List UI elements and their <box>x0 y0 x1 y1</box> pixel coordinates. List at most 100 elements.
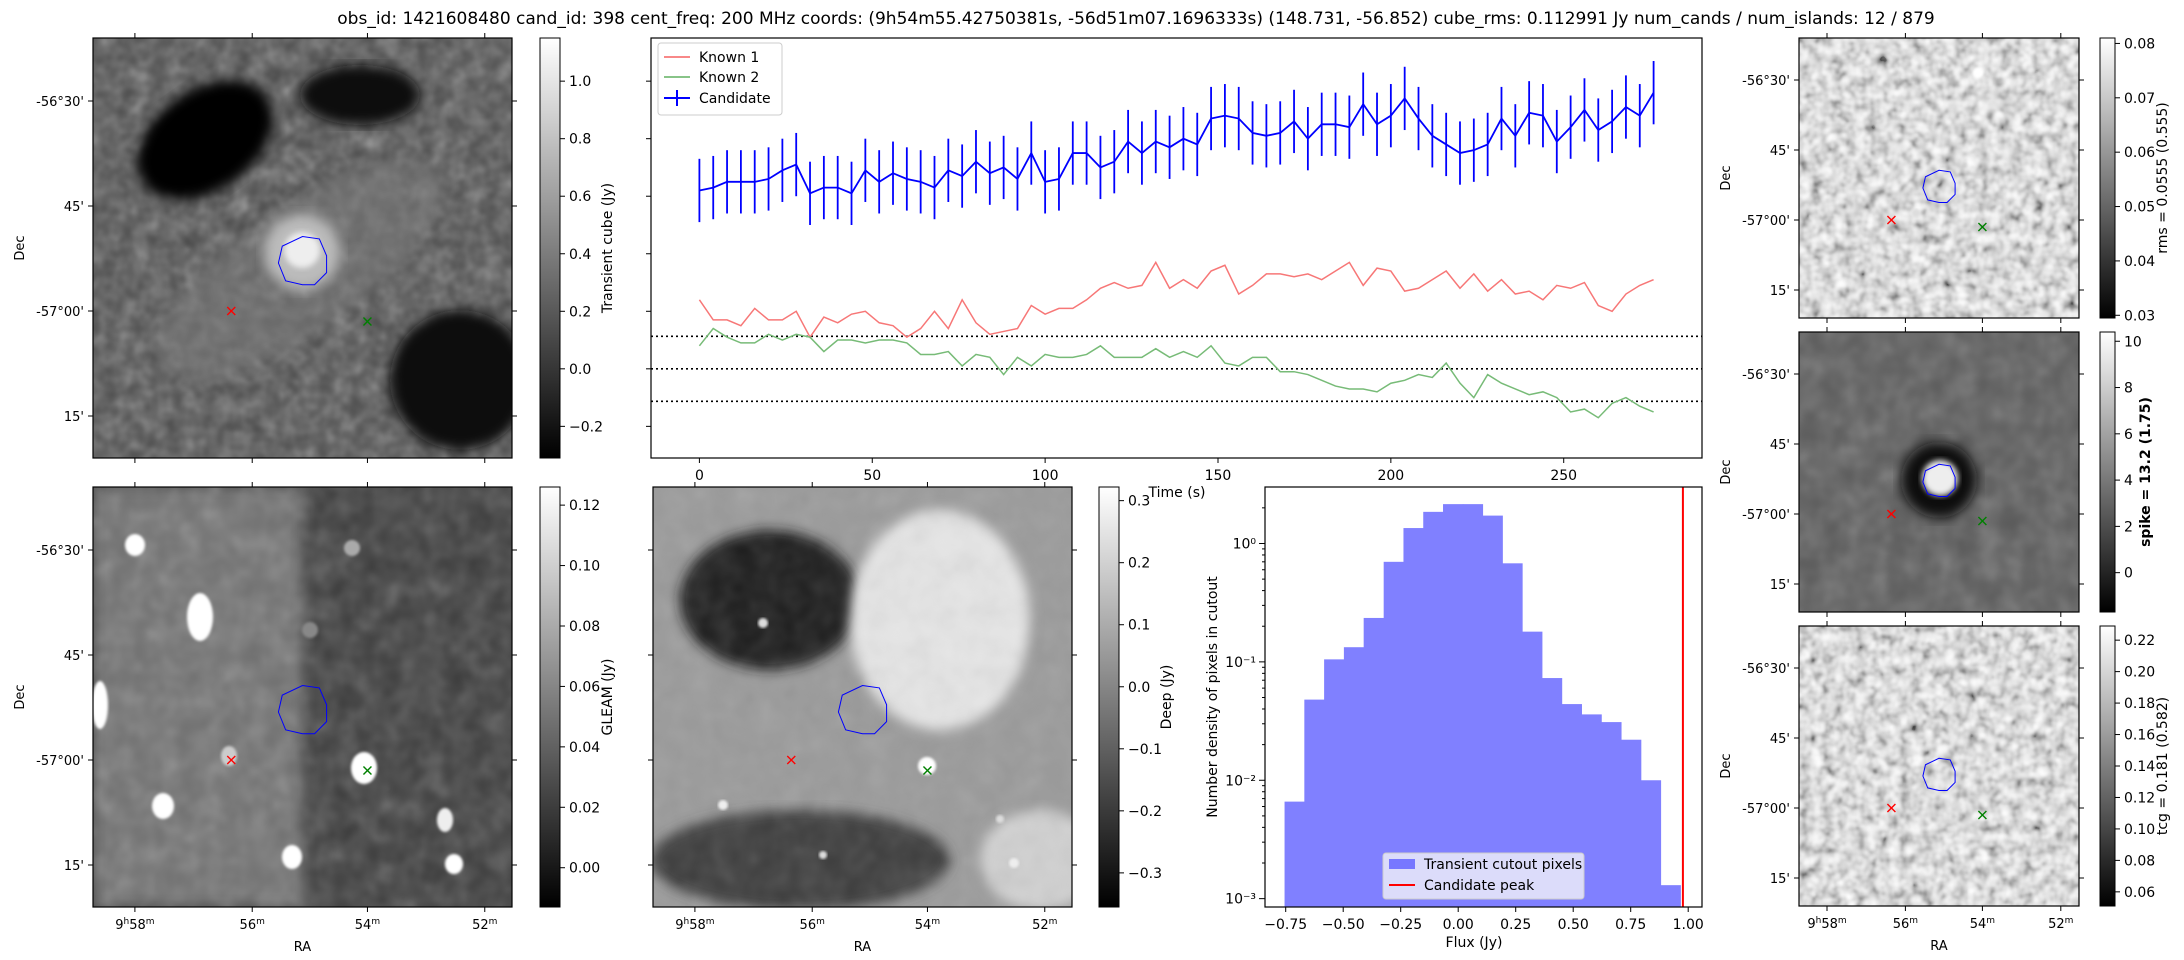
x-tick-label: 0.75 <box>1615 917 1646 933</box>
deep-image-panel <box>652 486 1073 908</box>
colorbar-tick-label: 0.00 <box>569 861 600 877</box>
colorbar-tick-label: 0.14 <box>2124 759 2155 775</box>
colorbar-tick-label: 0.05 <box>2124 200 2155 216</box>
colorbar-tick-label: 0.04 <box>2124 254 2155 270</box>
x-tick-label: 0.50 <box>1558 917 1589 933</box>
legend-hist-swatch <box>1389 859 1415 869</box>
colorbar-tick-label: 0.10 <box>2124 822 2155 838</box>
series-candidate <box>698 61 1655 225</box>
candidate-contour <box>1922 757 1956 791</box>
x-tick-label: 100 <box>1032 468 1059 484</box>
histogram-legend: Transient cutout pixels Candidate peak <box>1382 852 1585 900</box>
colorbar-gradient <box>2099 625 2116 907</box>
sky-axis-panel-1: 9h58m 56m 54m 52m -56°30' 45' -57°00' 15' Dec RA <box>13 482 517 955</box>
colorbar-rms: 0.08 0.07 0.06 0.05 0.04 0.03 rms = 0.0555 (0.… <box>2099 36 2171 324</box>
tcg-image-panel <box>1798 625 2080 907</box>
legend-known1-label: Known 1 <box>699 50 759 66</box>
histogram-bar <box>1284 801 1305 907</box>
colorbar-tick-label: 0.08 <box>2124 36 2155 52</box>
colorbar-tick-label: 0.2 <box>1128 556 1150 572</box>
y-tick-label: 10⁻³ <box>1225 892 1256 908</box>
x-tick-label: 150 <box>1205 468 1232 484</box>
candidate-contour <box>1922 463 1956 497</box>
histogram-bar <box>1443 504 1464 907</box>
histogram-bar <box>1581 714 1602 907</box>
gleam-image-panel <box>92 486 513 908</box>
dec-tick-label: 45' <box>64 649 84 664</box>
known-source-2-marker <box>922 766 932 775</box>
colorbar-tick-label: 10 <box>2124 334 2142 350</box>
colorbar-label: Deep (Jy) <box>1159 665 1175 730</box>
sky-axis-panel-3: -56°30' 45' -57°00' 15' Dec <box>1719 33 2084 323</box>
histogram-bar <box>1660 885 1681 907</box>
colorbar-tick-label: 0.0 <box>569 362 591 378</box>
dec-tick-label: 45' <box>1770 438 1790 453</box>
colorbar-tick-label: 0.16 <box>2124 728 2155 744</box>
candidate-contour <box>837 684 888 735</box>
colorbars: 1.0 0.8 0.6 0.4 0.2 0.0 −0.2 Transient cube (Jy… <box>539 36 2171 908</box>
colorbar-tick-label: 0.06 <box>2124 145 2155 161</box>
colorbar-label: rms = 0.0555 (0.555) <box>2155 102 2171 254</box>
flux-histogram: −0.75 −0.50 −0.25 0.00 0.25 0.50 0.75 1.00 10⁻³… <box>1205 486 1704 951</box>
candidate-contour <box>1922 169 1956 203</box>
transient-image-panel <box>92 37 513 459</box>
histogram-bar <box>1423 511 1444 907</box>
source-overlays <box>226 169 1987 820</box>
x-tick-label: 0.00 <box>1443 917 1474 933</box>
lightcurve-xlabel: Time (s) <box>1148 485 1206 501</box>
colorbar-tick-label: 0.8 <box>569 132 591 148</box>
histogram-bar <box>1640 780 1662 907</box>
colorbar-gradient <box>2099 37 2116 319</box>
sky-axes: -56°30' 45' -57°00' 15' Dec 9h58m 56m 54m 52m -56… <box>13 33 2084 955</box>
sky-axis-panel-4: -56°30' 45' -57°00' 15' Dec <box>1719 327 2084 617</box>
known-source-2-marker <box>1977 516 1987 526</box>
colorbar-tick-label: 6 <box>2124 427 2133 443</box>
dec-tick-label: -57°00' <box>1742 508 1790 523</box>
ra-tick-label: 52m <box>2048 916 2073 932</box>
known-source-1-marker <box>1886 803 1896 813</box>
known-source-2-marker <box>1977 810 1987 820</box>
dec-tick-label: 45' <box>1770 732 1790 747</box>
dec-axis-label: Dec <box>1719 459 1734 484</box>
colorbar-tcg: 0.22 0.20 0.18 0.16 0.14 0.12 0.10 0.08 0.06 tcg … <box>2099 625 2171 907</box>
dec-tick-label: -57°00' <box>1742 802 1790 817</box>
colorbar-transient: 1.0 0.8 0.6 0.4 0.2 0.0 −0.2 Transient cube (Jy… <box>539 37 616 459</box>
sky-axis-panel-5: 9h58m 56m 54m 52m -56°30' 45' -57°00' 15' Dec RA <box>1719 621 2084 954</box>
histogram-bar <box>1482 515 1503 907</box>
colorbar-tick-label: 0.02 <box>569 800 600 816</box>
colorbar-tick-label: 0.1 <box>1128 618 1150 634</box>
series-line <box>698 260 1654 339</box>
dec-tick-label: -57°00' <box>1742 214 1790 229</box>
ra-axis-label: RA <box>854 940 872 955</box>
x-tick-label: 50 <box>863 468 881 484</box>
histogram-ylabel: Number density of pixels in cutout <box>1205 576 1221 818</box>
dec-axis-label: Dec <box>1719 165 1734 190</box>
colorbar-label: spike = 13.2 (1.75) <box>2138 397 2154 547</box>
legend-known2-label: Known 2 <box>699 70 759 86</box>
ra-tick-label: 54m <box>355 917 380 933</box>
colorbar-gradient <box>2099 331 2116 613</box>
dec-tick-label: -56°30' <box>36 544 84 559</box>
colorbar-tick-label: 0.12 <box>569 498 600 514</box>
dec-tick-label: 45' <box>64 200 84 215</box>
ra-tick-label: 56m <box>1893 916 1918 932</box>
dec-tick-label: -56°30' <box>36 95 84 110</box>
histogram-xlabel: Flux (Jy) <box>1446 935 1503 951</box>
x-tick-label: −0.25 <box>1379 917 1422 933</box>
x-tick-label: 250 <box>1550 468 1577 484</box>
dec-tick-label: 15' <box>64 410 84 425</box>
y-tick-label: 10⁰ <box>1233 536 1257 552</box>
lightcurve-frame <box>650 37 1703 459</box>
colorbar-tick-label: 0.07 <box>2124 91 2155 107</box>
series-known-1 <box>698 260 1654 339</box>
colorbar-tick-label: 0.06 <box>2124 885 2155 901</box>
dec-tick-label: 45' <box>1770 144 1790 159</box>
colorbar-gleam: 0.12 0.10 0.08 0.06 0.04 0.02 0.00 GLEAM (Jy) <box>539 486 616 908</box>
legend-peak-label: Candidate peak <box>1424 878 1535 894</box>
x-tick-label: 1.00 <box>1673 917 1704 933</box>
colorbar-label: Transient cube (Jy) <box>600 183 616 314</box>
ra-tick-label: 54m <box>915 917 940 933</box>
histogram-bar <box>1502 563 1523 907</box>
colorbar-tick-label: −0.3 <box>1128 866 1162 882</box>
